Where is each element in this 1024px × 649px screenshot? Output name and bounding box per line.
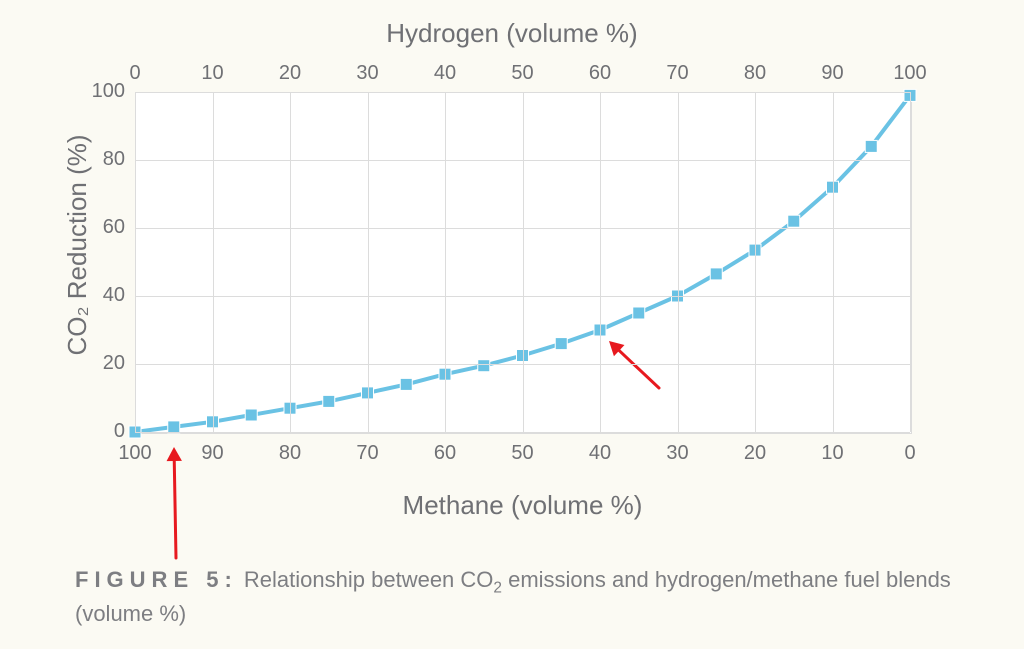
tick-top: 90 (813, 62, 853, 85)
figure-container: { "figure": { "type": "line", "backgroun… (0, 0, 1024, 649)
tick-top: 70 (658, 62, 698, 85)
gridline-vertical (135, 92, 136, 432)
gridline-horizontal (135, 160, 910, 161)
data-marker (555, 338, 567, 350)
gridline-vertical (523, 92, 524, 432)
gridline-vertical (445, 92, 446, 432)
data-marker (400, 378, 412, 390)
tick-bottom: 0 (890, 442, 930, 465)
figure-caption: FIGURE 5: Relationship between CO2 emiss… (75, 565, 955, 630)
tick-bottom: 10 (813, 442, 853, 465)
tick-left: 0 (85, 420, 125, 443)
tick-top: 60 (580, 62, 620, 85)
gridline-vertical (368, 92, 369, 432)
annotation-arrow (167, 447, 182, 558)
tick-left: 40 (85, 284, 125, 307)
gridline-vertical (213, 92, 214, 432)
chart-overlay-svg (0, 0, 1024, 649)
gridline-vertical (755, 92, 756, 432)
gridline-vertical (600, 92, 601, 432)
data-marker (865, 140, 877, 152)
data-marker (710, 268, 722, 280)
tick-top: 100 (890, 62, 930, 85)
gridline-vertical (678, 92, 679, 432)
tick-bottom: 100 (115, 442, 155, 465)
tick-bottom: 70 (348, 442, 388, 465)
tick-left: 100 (85, 80, 125, 103)
tick-bottom: 20 (735, 442, 775, 465)
tick-bottom: 90 (193, 442, 233, 465)
tick-bottom: 50 (503, 442, 543, 465)
tick-left: 80 (85, 148, 125, 171)
tick-top: 40 (425, 62, 465, 85)
tick-bottom: 80 (270, 442, 310, 465)
gridline-horizontal (135, 296, 910, 297)
tick-bottom: 30 (658, 442, 698, 465)
figure-caption-label: FIGURE 5: (75, 567, 238, 592)
tick-left: 20 (85, 352, 125, 375)
data-marker (788, 215, 800, 227)
data-marker (478, 360, 490, 372)
gridline-horizontal (135, 92, 910, 93)
tick-top: 20 (270, 62, 310, 85)
gridline-vertical (910, 92, 911, 432)
tick-top: 50 (503, 62, 543, 85)
data-marker (323, 395, 335, 407)
gridline-vertical (833, 92, 834, 432)
tick-top: 80 (735, 62, 775, 85)
gridline-horizontal (135, 432, 910, 433)
tick-left: 60 (85, 216, 125, 239)
gridline-horizontal (135, 364, 910, 365)
data-marker (633, 307, 645, 319)
tick-top: 10 (193, 62, 233, 85)
tick-bottom: 60 (425, 442, 465, 465)
tick-bottom: 40 (580, 442, 620, 465)
gridline-vertical (290, 92, 291, 432)
data-marker (245, 409, 257, 421)
tick-top: 30 (348, 62, 388, 85)
gridline-horizontal (135, 228, 910, 229)
